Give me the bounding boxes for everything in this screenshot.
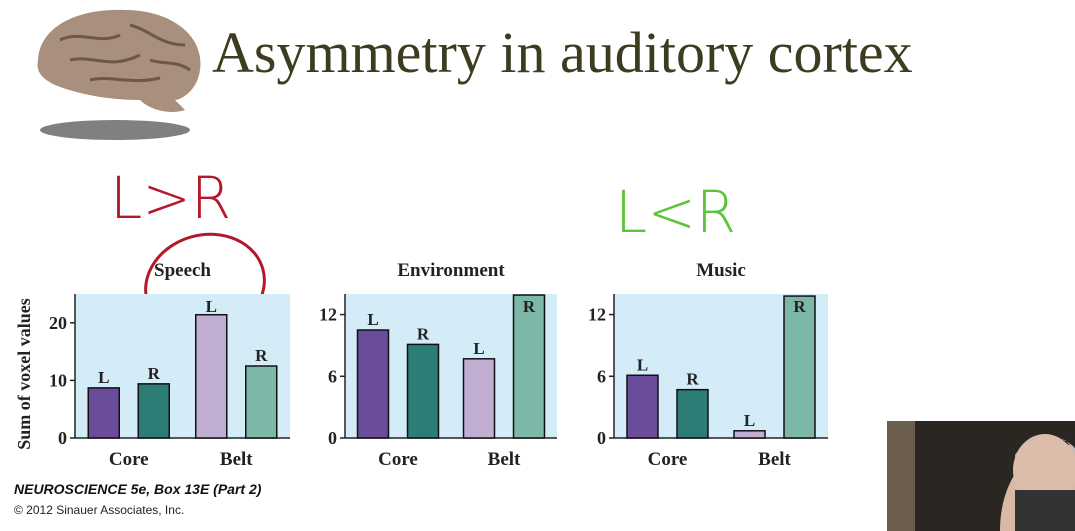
bar-label: R [686, 370, 699, 389]
caption-copyright: © 2012 Sinauer Associates, Inc. [14, 503, 184, 517]
bar-label: L [98, 368, 109, 387]
annotation: L<R [615, 178, 736, 246]
x-tick-label: Core [109, 449, 149, 470]
bar-label: L [206, 297, 217, 316]
bar-label: L [367, 310, 378, 329]
y-tick-label: 12 [319, 305, 337, 325]
bar-label: L [637, 355, 648, 374]
bar [245, 365, 278, 439]
y-tick-label: 20 [49, 313, 67, 333]
bar [512, 294, 546, 439]
bar [406, 343, 440, 439]
bar [676, 388, 709, 439]
bar [783, 295, 816, 439]
bar-label: L [744, 411, 755, 430]
y-tick-label: 0 [597, 428, 606, 448]
bar-label: L [473, 339, 484, 358]
bar-label: R [523, 297, 536, 316]
chart-title: Music [696, 260, 746, 281]
y-tick-label: 10 [49, 370, 67, 390]
y-tick-label: 6 [597, 366, 606, 386]
x-tick-label: Core [378, 449, 418, 470]
x-tick-label: Core [648, 449, 688, 470]
bar-label: R [255, 346, 268, 365]
chart-title: Speech [154, 260, 211, 281]
x-tick-label: Belt [488, 449, 521, 470]
charts: Speech Sum of voxel values 0 10 20 Core L R Belt… [14, 260, 828, 470]
bar [87, 387, 120, 439]
bar [733, 430, 766, 439]
bar-label: R [148, 364, 161, 383]
bar-label: R [793, 297, 806, 316]
bar [195, 313, 228, 439]
y-tick-label: 6 [328, 366, 337, 386]
annotation: L>R [110, 164, 231, 232]
caption-source: NEUROSCIENCE 5e, Box 13E (Part 2) [14, 481, 262, 497]
x-tick-label: Belt [758, 449, 791, 470]
slide-title: Asymmetry in auditory cortex [212, 20, 913, 85]
bar [626, 374, 659, 439]
bar [462, 358, 496, 439]
y-tick-label: 0 [58, 428, 67, 448]
y-tick-label: 0 [328, 428, 337, 448]
webcam-video [887, 421, 1075, 531]
brain-image [37, 9, 201, 140]
bar-label: R [417, 324, 430, 343]
y-tick-label: 12 [588, 305, 606, 325]
chart-title: Environment [397, 260, 505, 281]
bar [356, 329, 390, 439]
x-tick-label: Belt [220, 449, 253, 470]
bar [137, 383, 170, 439]
y-axis-label: Sum of voxel values [14, 298, 34, 450]
